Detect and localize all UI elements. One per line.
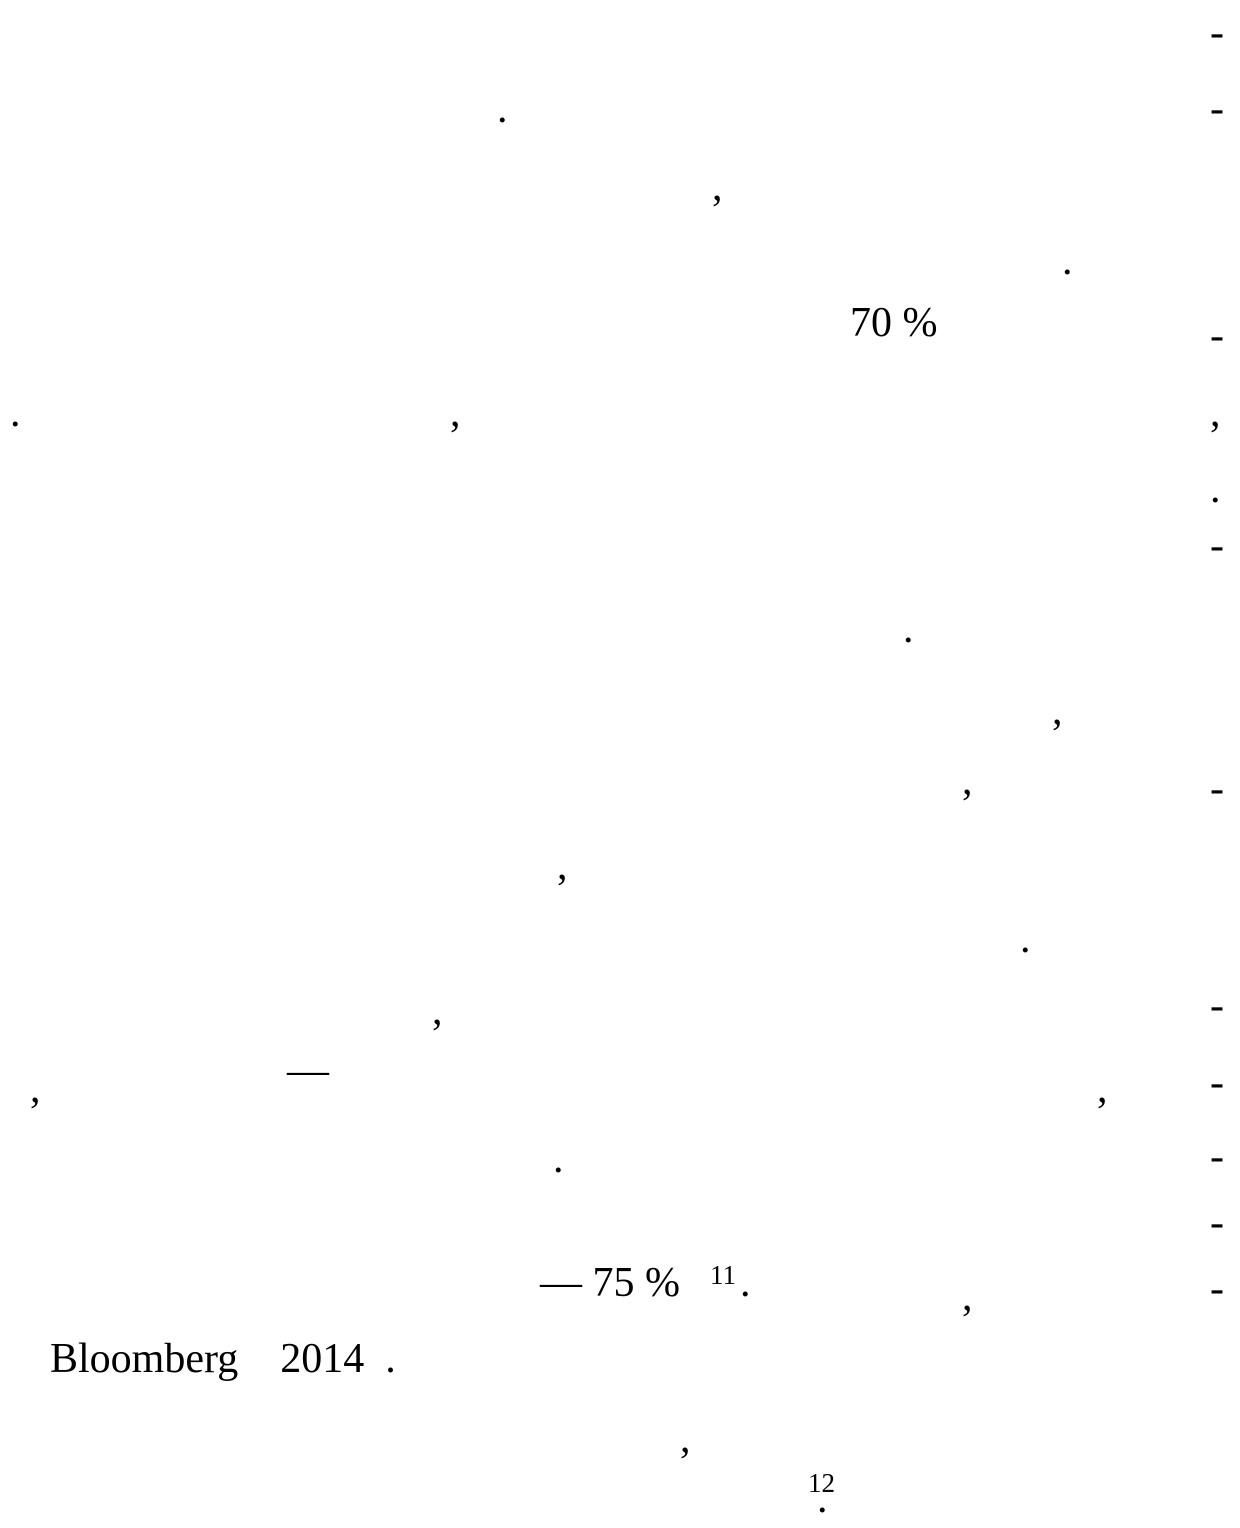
footnote-ref-11[interactable]: 11	[710, 1260, 736, 1290]
period-mark: .	[553, 1136, 564, 1182]
line-end-hyphen: -	[1210, 10, 1224, 56]
comma-mark: ,	[1210, 390, 1221, 436]
line-end-hyphen: -	[1210, 766, 1224, 812]
percentage-75: — 75 %	[540, 1260, 680, 1306]
line-end-hyphen: -	[1210, 1060, 1224, 1106]
comma-mark: ,	[1097, 1066, 1108, 1112]
line-end-hyphen: -	[1210, 523, 1224, 569]
comma-mark: ,	[962, 758, 973, 804]
percentage-70: 70 %	[850, 300, 938, 346]
period-mark: .	[1210, 466, 1221, 512]
period-mark: .	[1062, 238, 1073, 284]
bloomberg-2014-line: Bloomberg 2014 .	[50, 1336, 396, 1382]
comma-mark: ,	[557, 843, 568, 889]
comma-mark: ,	[1052, 688, 1063, 734]
em-dash: —	[287, 1048, 329, 1094]
comma-mark: ,	[450, 390, 461, 436]
line-end-hyphen: -	[1210, 1266, 1224, 1312]
footnote-ref-12[interactable]: 12	[808, 1468, 835, 1498]
line-end-hyphen: -	[1210, 313, 1224, 359]
comma-mark: ,	[712, 164, 723, 210]
line-end-hyphen: -	[1210, 983, 1224, 1029]
period-mark: .	[817, 1476, 828, 1522]
period-mark: .	[10, 390, 21, 436]
period-mark: .	[740, 1260, 751, 1306]
comma-mark: ,	[962, 1274, 973, 1320]
line-end-hyphen: -	[1210, 86, 1224, 132]
comma-mark: ,	[30, 1066, 41, 1112]
period-mark: .	[497, 86, 508, 132]
comma-mark: ,	[680, 1416, 691, 1462]
period-mark: .	[1020, 916, 1031, 962]
line-end-hyphen: -	[1210, 1134, 1224, 1180]
period-mark: .	[903, 606, 914, 652]
comma-mark: ,	[432, 988, 443, 1034]
line-end-hyphen: -	[1210, 1200, 1224, 1246]
